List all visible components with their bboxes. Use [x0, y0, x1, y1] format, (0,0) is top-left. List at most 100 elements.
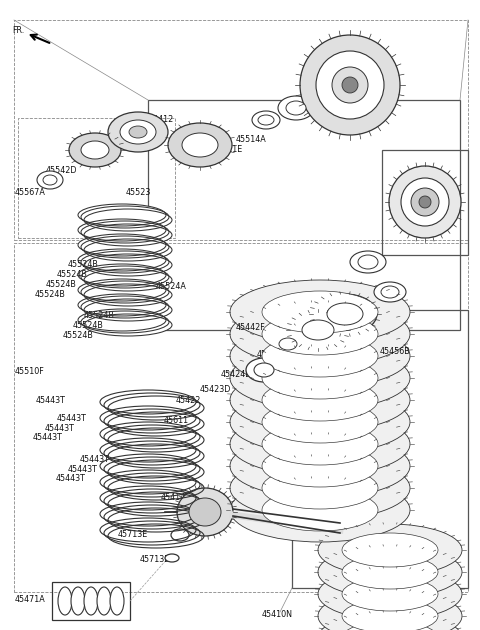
Text: 45514A: 45514A [235, 135, 266, 144]
Text: 45456B: 45456B [379, 347, 410, 356]
Ellipse shape [262, 379, 378, 421]
Text: 45443T: 45443T [45, 424, 74, 433]
Text: 45567A: 45567A [14, 188, 45, 197]
Ellipse shape [78, 249, 166, 271]
Ellipse shape [100, 486, 196, 510]
Ellipse shape [81, 251, 169, 273]
Ellipse shape [262, 357, 378, 399]
Ellipse shape [81, 236, 169, 258]
Text: 45412: 45412 [149, 115, 174, 124]
Ellipse shape [252, 111, 280, 129]
Ellipse shape [189, 498, 221, 526]
Ellipse shape [100, 406, 196, 430]
Ellipse shape [342, 555, 438, 589]
Ellipse shape [230, 412, 410, 476]
Ellipse shape [104, 457, 200, 481]
Ellipse shape [342, 599, 438, 630]
Text: FR.: FR. [12, 26, 24, 35]
Text: 45524B: 45524B [62, 331, 93, 340]
Ellipse shape [78, 234, 166, 256]
Ellipse shape [230, 478, 410, 542]
Ellipse shape [110, 587, 124, 615]
Ellipse shape [278, 96, 314, 120]
Ellipse shape [108, 412, 204, 436]
Ellipse shape [316, 51, 384, 119]
Ellipse shape [254, 363, 274, 377]
Ellipse shape [104, 441, 200, 465]
Text: 45442F: 45442F [235, 323, 265, 332]
Ellipse shape [230, 390, 410, 454]
Ellipse shape [401, 178, 449, 226]
Ellipse shape [381, 286, 399, 298]
Ellipse shape [262, 445, 378, 487]
Ellipse shape [342, 621, 438, 630]
Ellipse shape [84, 587, 98, 615]
Ellipse shape [108, 524, 204, 548]
Ellipse shape [100, 454, 196, 478]
Ellipse shape [84, 314, 172, 336]
Ellipse shape [332, 67, 368, 103]
Ellipse shape [262, 423, 378, 465]
Ellipse shape [230, 434, 410, 498]
Ellipse shape [108, 112, 168, 152]
Ellipse shape [81, 296, 169, 318]
Text: 45523D: 45523D [257, 350, 288, 358]
Text: 45524B: 45524B [57, 270, 87, 279]
Ellipse shape [318, 612, 462, 630]
Ellipse shape [230, 280, 410, 344]
Text: 45423D: 45423D [199, 385, 230, 394]
Ellipse shape [262, 313, 378, 355]
Ellipse shape [108, 460, 204, 484]
Ellipse shape [108, 444, 204, 468]
Ellipse shape [419, 196, 431, 208]
Ellipse shape [411, 188, 439, 216]
Ellipse shape [84, 209, 172, 231]
Ellipse shape [84, 269, 172, 291]
Ellipse shape [318, 568, 462, 620]
Text: 45523: 45523 [126, 188, 151, 197]
Ellipse shape [100, 502, 196, 526]
Ellipse shape [108, 508, 204, 532]
Ellipse shape [108, 428, 204, 452]
Ellipse shape [37, 171, 63, 189]
Ellipse shape [84, 239, 172, 261]
Ellipse shape [262, 401, 378, 443]
Ellipse shape [230, 368, 410, 432]
Ellipse shape [120, 120, 156, 144]
Ellipse shape [58, 587, 72, 615]
Ellipse shape [78, 294, 166, 316]
Ellipse shape [318, 524, 462, 576]
Text: 45421A: 45421A [288, 481, 319, 490]
Text: 45443T: 45443T [57, 415, 86, 423]
Ellipse shape [165, 554, 179, 562]
Ellipse shape [81, 141, 109, 159]
Ellipse shape [318, 546, 462, 598]
Ellipse shape [81, 266, 169, 288]
Text: 45542D: 45542D [46, 166, 77, 175]
Ellipse shape [78, 264, 166, 286]
Ellipse shape [71, 587, 85, 615]
Ellipse shape [342, 77, 358, 93]
Text: 45443T: 45443T [55, 474, 85, 483]
Ellipse shape [272, 334, 304, 354]
Ellipse shape [81, 206, 169, 228]
Ellipse shape [78, 309, 166, 331]
Ellipse shape [279, 338, 297, 350]
Ellipse shape [262, 489, 378, 531]
Ellipse shape [342, 577, 438, 611]
Ellipse shape [43, 175, 57, 185]
Ellipse shape [104, 489, 200, 513]
Text: 45443T: 45443T [33, 433, 62, 442]
Ellipse shape [104, 409, 200, 433]
Ellipse shape [230, 346, 410, 410]
Ellipse shape [84, 254, 172, 276]
Ellipse shape [313, 294, 377, 334]
Ellipse shape [81, 311, 169, 333]
Text: 45510F: 45510F [14, 367, 44, 376]
Ellipse shape [84, 284, 172, 306]
Ellipse shape [78, 279, 166, 301]
Text: 45424B: 45424B [221, 370, 252, 379]
Text: 45443T: 45443T [67, 465, 97, 474]
Ellipse shape [182, 133, 218, 157]
Ellipse shape [171, 529, 189, 541]
